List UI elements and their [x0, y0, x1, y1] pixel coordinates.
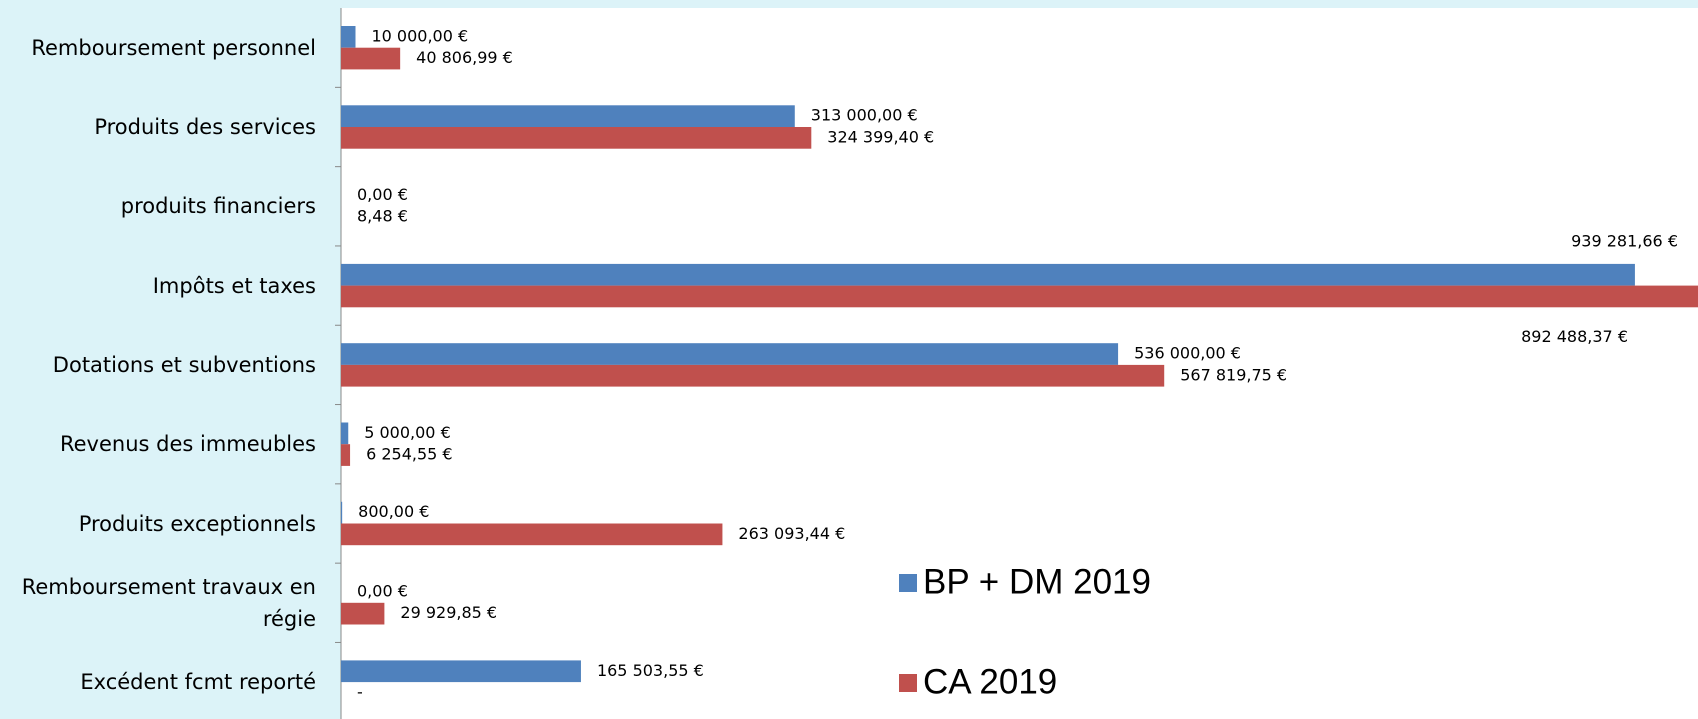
bar	[341, 660, 581, 683]
value-label: 536 000,00 €	[1134, 344, 1241, 363]
bar	[341, 285, 1698, 308]
value-label: 8,48 €	[357, 207, 408, 226]
value-label: 6 254,55 €	[366, 445, 453, 464]
value-label: 324 399,40 €	[827, 127, 934, 146]
legend-label: BP + DM 2019	[923, 562, 1151, 601]
value-label: 165 503,55 €	[597, 661, 704, 680]
category-label: Excédent fcmt reporté	[80, 670, 316, 695]
value-label: 40 806,99 €	[416, 48, 513, 67]
value-label: 0,00 €	[357, 185, 408, 204]
bar	[341, 26, 356, 48]
bar	[341, 127, 812, 149]
plot-area	[341, 26, 1698, 683]
value-label: -	[357, 682, 363, 701]
value-label: 567 819,75 €	[1180, 365, 1287, 384]
value-label: 263 093,44 €	[738, 524, 845, 543]
category-label: Revenus des immeubles	[59, 432, 316, 457]
bar	[341, 422, 349, 445]
value-label: 0,00 €	[357, 581, 408, 600]
value-label: 939 281,66 €	[1571, 231, 1678, 250]
legend-label: CA 2019	[923, 662, 1057, 701]
bar	[341, 602, 385, 625]
category-label: Produits des services	[94, 115, 316, 139]
legend-swatch	[899, 674, 917, 692]
category-label: produits financiers	[120, 194, 316, 219]
bar	[341, 47, 401, 70]
bar	[341, 105, 795, 127]
value-label: 800,00 €	[358, 502, 429, 521]
category-label: Remboursement travaux en régie	[21, 574, 316, 631]
value-label: 10 000,00 €	[371, 26, 468, 45]
bar	[341, 444, 351, 466]
value-label: 29 929,85 €	[400, 603, 497, 622]
bar	[341, 523, 723, 546]
label-panel	[0, 0, 341, 719]
category-label: Dotations et subventions	[52, 352, 316, 377]
top-band	[341, 0, 1698, 8]
category-label: Remboursement personnel	[31, 35, 316, 60]
bar	[341, 263, 1635, 286]
value-label: 5 000,00 €	[364, 423, 451, 442]
legend-swatch	[899, 574, 917, 592]
bar	[341, 364, 1165, 387]
bar	[341, 501, 343, 524]
category-label: Impôts et taxes	[152, 273, 316, 298]
bar	[341, 343, 1119, 365]
category-label: Produits exceptionnels	[78, 511, 316, 536]
value-label: 892 488,37 €	[1521, 327, 1628, 346]
value-label: 313 000,00 €	[811, 106, 918, 125]
